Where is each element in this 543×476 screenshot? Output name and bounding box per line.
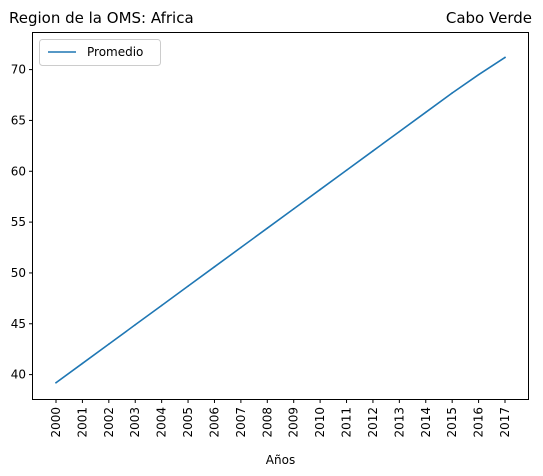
x-tick-label: 2015 <box>445 407 459 438</box>
data-point <box>187 285 189 287</box>
y-tick-label: 60 <box>11 164 26 178</box>
chart-title-left: Region de la OMS: Africa <box>9 9 194 27</box>
x-tick-label: 2009 <box>287 407 301 438</box>
x-axis: 2000 2001 2002 2003 2004 2005 2006 2007 2008 2009… <box>49 399 512 438</box>
x-tick-label: 2007 <box>234 407 248 438</box>
data-point <box>504 56 506 59</box>
x-tick-label: 2013 <box>392 407 406 438</box>
data-point <box>55 381 57 384</box>
data-point <box>240 246 242 249</box>
data-point <box>266 227 269 229</box>
x-axis-label: Años <box>266 453 295 467</box>
y-tick-label: 50 <box>11 266 26 280</box>
data-point <box>108 343 110 345</box>
y-tick-label: 45 <box>11 317 26 331</box>
data-point <box>160 304 163 307</box>
data-point <box>424 111 427 114</box>
legend: Promedio <box>39 39 161 66</box>
x-tick-label: 2000 <box>49 407 63 438</box>
y-tick-label: 65 <box>11 113 26 127</box>
data-point <box>81 362 84 365</box>
x-tick-label: 2012 <box>366 407 380 438</box>
legend-box <box>39 39 161 66</box>
data-point <box>319 188 321 191</box>
y-tick-label: 55 <box>11 215 26 229</box>
x-tick-label: 2005 <box>181 407 195 438</box>
x-tick-label: 2001 <box>75 407 89 438</box>
data-point <box>398 130 401 133</box>
x-tick-label: 2017 <box>498 407 512 438</box>
x-tick-label: 2016 <box>472 407 486 438</box>
data-point <box>477 73 480 76</box>
x-tick-label: 2010 <box>313 407 327 438</box>
data-point <box>134 323 137 326</box>
chart-title-right: Cabo Verde <box>446 9 532 27</box>
data-point <box>451 92 453 94</box>
data-point <box>345 169 348 172</box>
x-tick-label: 2014 <box>419 407 433 438</box>
x-tick-label: 2002 <box>102 407 116 438</box>
y-axis: 40 45 50 55 60 65 70 <box>11 63 33 382</box>
x-tick-label: 2008 <box>260 407 274 438</box>
data-point <box>372 150 374 152</box>
y-tick-label: 40 <box>11 368 26 382</box>
x-tick-label: 2006 <box>207 407 221 438</box>
series-layer <box>55 56 506 384</box>
data-point <box>213 266 216 268</box>
series-line-promedio <box>55 56 506 384</box>
x-tick-label: 2004 <box>155 407 169 438</box>
data-point <box>292 208 295 210</box>
x-tick-label: 2011 <box>340 407 354 438</box>
plot-frame <box>32 32 529 400</box>
x-tick-label: 2003 <box>128 407 142 438</box>
legend-label-promedio: Promedio <box>87 45 143 59</box>
y-tick-label: 70 <box>11 63 26 77</box>
